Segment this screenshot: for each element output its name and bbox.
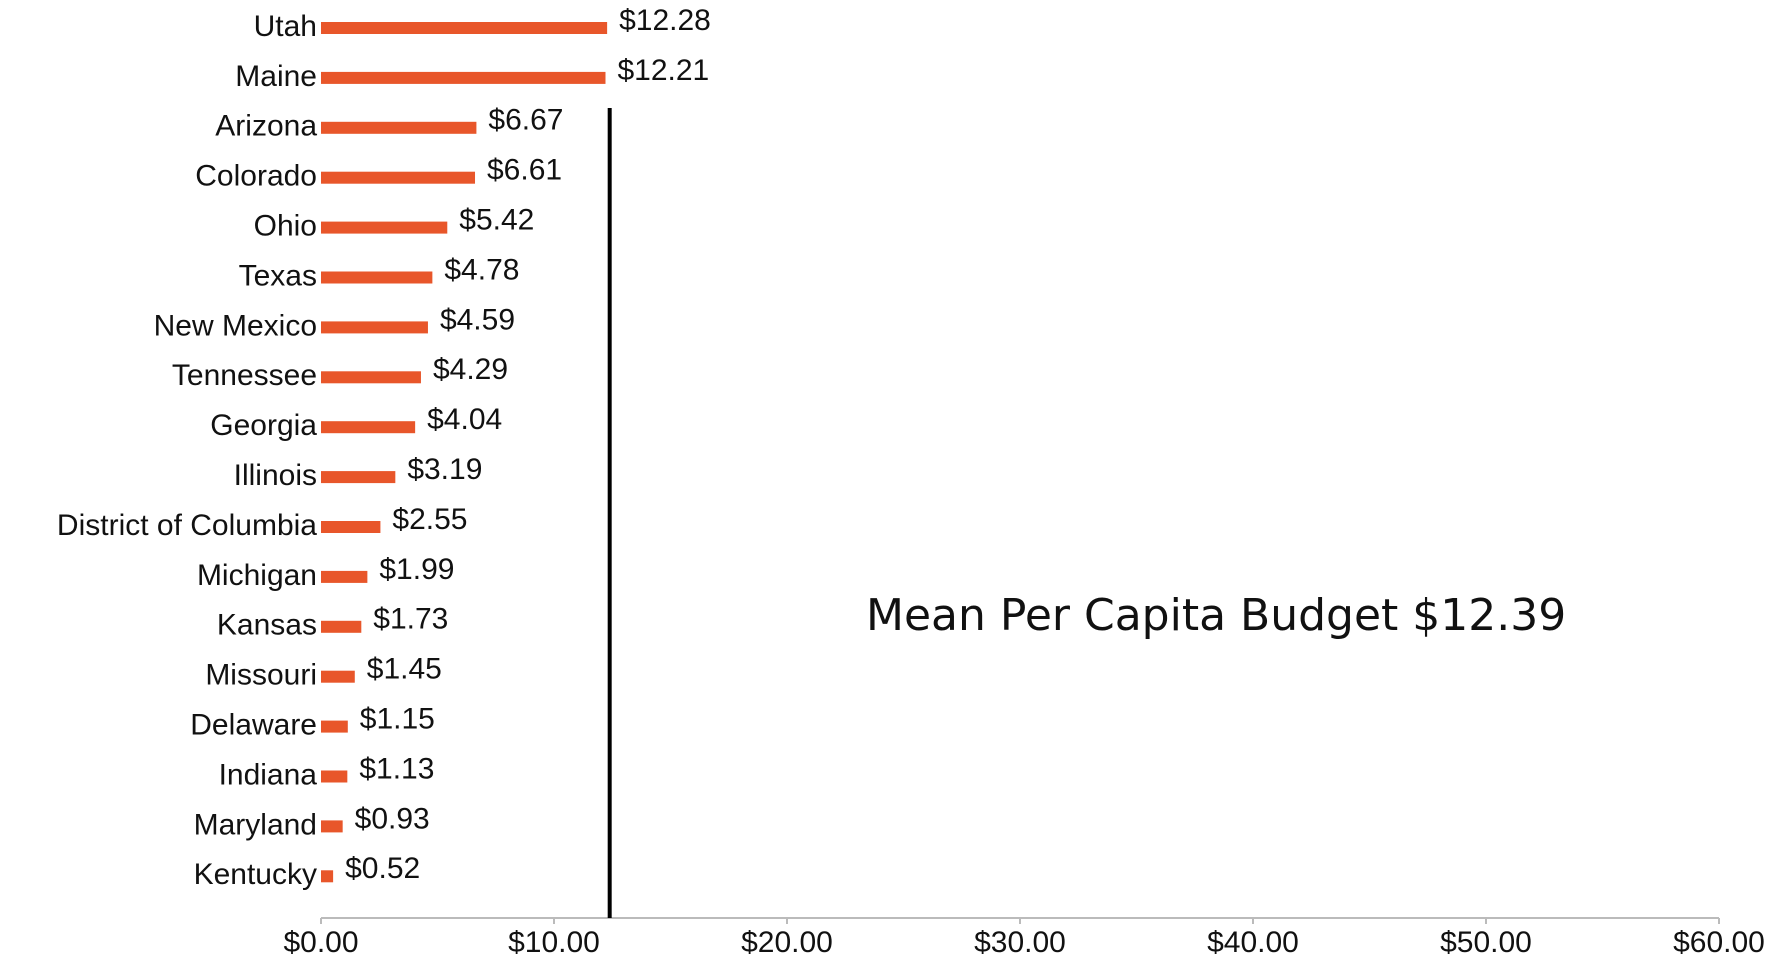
bar — [321, 770, 348, 783]
x-tick-label: $10.00 — [508, 926, 600, 954]
x-tick-label: $50.00 — [1440, 926, 1532, 954]
value-label: $2.55 — [392, 503, 467, 536]
y-tick-label: Utah — [254, 10, 317, 43]
value-label: $1.13 — [359, 752, 434, 785]
y-tick-label: Texas — [239, 259, 317, 292]
bar — [321, 271, 433, 284]
bar — [321, 121, 477, 134]
y-tick-label: District of Columbia — [57, 509, 317, 542]
bar — [321, 221, 448, 234]
value-label: $4.78 — [444, 253, 519, 286]
bar — [321, 720, 348, 733]
bar — [321, 371, 421, 384]
value-label: $5.42 — [459, 204, 534, 237]
bar — [321, 521, 381, 533]
value-label: $0.52 — [345, 852, 420, 885]
x-tick-label: $30.00 — [974, 926, 1066, 954]
y-tick-label: Georgia — [210, 409, 317, 442]
mean-annotation: Mean Per Capita Budget $12.39 — [866, 590, 1566, 641]
bar — [321, 620, 362, 633]
value-label: $1.15 — [360, 703, 435, 736]
y-tick-label: Michigan — [197, 559, 317, 592]
y-tick-label: Kentucky — [194, 858, 317, 891]
value-label: $1.45 — [367, 653, 442, 686]
y-tick-label: New Mexico — [154, 309, 317, 342]
bar — [321, 670, 355, 683]
y-tick-label: Missouri — [205, 659, 317, 692]
y-tick-label: Kansas — [217, 609, 317, 642]
value-label: $3.19 — [407, 453, 482, 486]
value-label: $4.29 — [433, 353, 508, 386]
x-tick-label: $40.00 — [1207, 926, 1299, 954]
bar — [321, 820, 343, 833]
value-label: $0.93 — [355, 802, 430, 835]
y-tick-label: Indiana — [219, 758, 318, 791]
bar — [321, 171, 476, 184]
value-label: $12.28 — [619, 4, 711, 37]
bar — [321, 321, 428, 334]
bar — [321, 570, 368, 583]
x-tick-label: $20.00 — [741, 926, 833, 954]
value-label: $4.59 — [440, 303, 515, 336]
value-label: $1.73 — [373, 603, 448, 636]
y-tick-label: Arizona — [215, 110, 317, 143]
value-label: $6.61 — [487, 154, 562, 187]
x-tick-label: $60.00 — [1673, 926, 1765, 954]
y-tick-label: Illinois — [234, 459, 317, 492]
bar — [321, 471, 396, 484]
y-tick-label: Delaware — [190, 709, 317, 742]
bar — [321, 421, 416, 434]
bar — [321, 71, 606, 84]
y-tick-label: Maryland — [194, 808, 317, 841]
y-tick-label: Ohio — [254, 210, 317, 243]
value-label: $1.99 — [379, 553, 454, 586]
y-tick-label: Tennessee — [172, 359, 317, 392]
bar — [321, 870, 334, 883]
value-label: $12.21 — [617, 54, 709, 87]
value-label: $4.04 — [427, 403, 502, 436]
value-label: $6.67 — [488, 104, 563, 137]
x-tick-label: $0.00 — [283, 926, 358, 954]
y-tick-label: Maine — [235, 60, 317, 93]
bar — [321, 22, 608, 34]
y-tick-label: Colorado — [195, 160, 317, 193]
